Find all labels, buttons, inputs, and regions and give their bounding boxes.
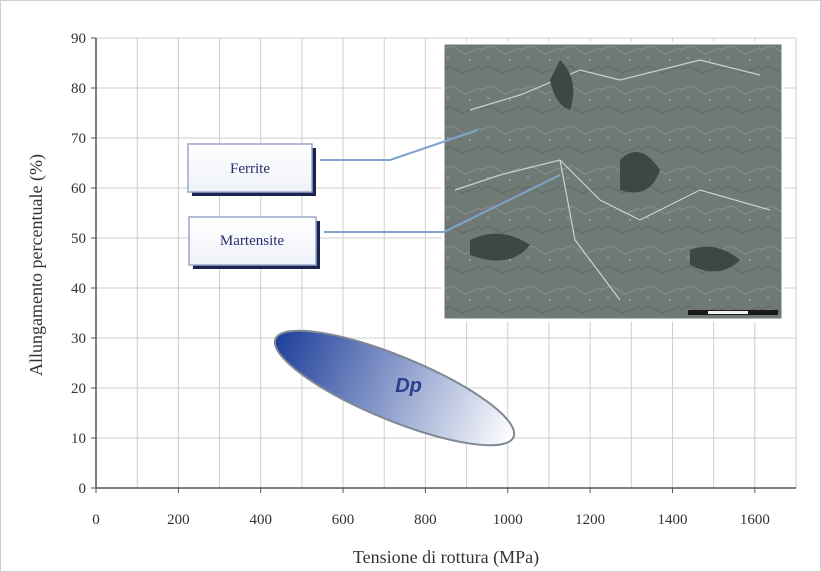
callout-martensite-label: Martensite bbox=[220, 233, 284, 249]
x-tick-label: 1400 bbox=[657, 512, 687, 528]
x-tick-label: 400 bbox=[249, 512, 272, 528]
y-tick-label: 0 bbox=[79, 481, 87, 497]
callout-martensite: Martensite bbox=[188, 174, 561, 269]
x-axis-title: Tensione di rottura (MPa) bbox=[353, 547, 539, 568]
x-tick-label: 1600 bbox=[740, 512, 770, 528]
y-tick-label: 70 bbox=[71, 131, 86, 147]
x-tick-label: 1200 bbox=[575, 512, 605, 528]
y-axis-title: Allungamento percentuale (%) bbox=[26, 154, 47, 376]
callout-ferrite: Ferrite bbox=[187, 129, 479, 196]
x-tick-label: 0 bbox=[92, 512, 100, 528]
x-tick-label: 800 bbox=[414, 512, 437, 528]
y-tick-labels: 0 10 20 30 40 50 60 70 80 90 bbox=[71, 31, 86, 497]
x-tick-labels: 0 200 400 600 800 1000 1200 1400 1600 bbox=[92, 512, 770, 528]
dp-ellipse bbox=[273, 329, 516, 447]
x-tick-label: 1000 bbox=[493, 512, 523, 528]
dp-region: Dp bbox=[273, 329, 516, 447]
axes bbox=[91, 37, 796, 493]
x-tick-label: 200 bbox=[167, 512, 190, 528]
y-tick-label: 10 bbox=[71, 431, 86, 447]
y-tick-label: 90 bbox=[71, 31, 86, 47]
callout-ferrite-label: Ferrite bbox=[230, 161, 270, 177]
dp-label: Dp bbox=[395, 375, 422, 397]
micrograph-inset bbox=[441, 41, 785, 322]
y-tick-label: 40 bbox=[71, 281, 86, 297]
y-tick-label: 30 bbox=[71, 331, 86, 347]
y-tick-label: 20 bbox=[71, 381, 86, 397]
y-tick-label: 80 bbox=[71, 81, 86, 97]
x-tick-label: 600 bbox=[332, 512, 355, 528]
y-tick-label: 50 bbox=[71, 231, 86, 247]
y-tick-label: 60 bbox=[71, 181, 86, 197]
